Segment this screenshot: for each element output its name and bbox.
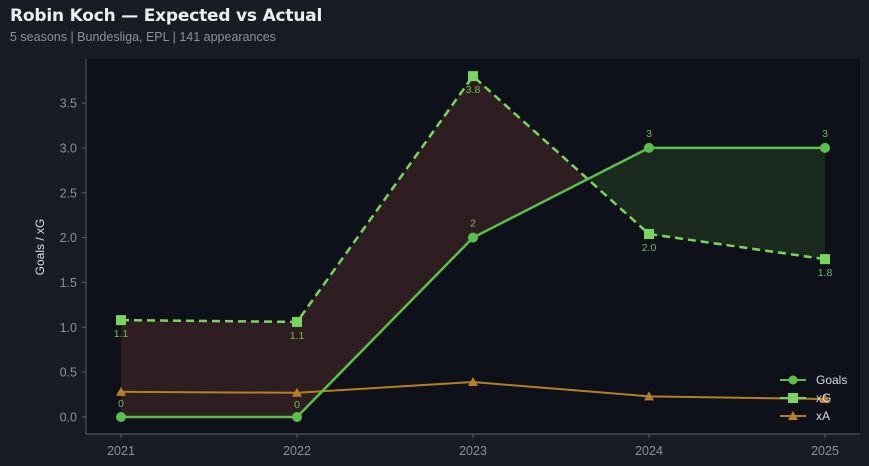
y-tick-label: 0.0: [60, 411, 77, 425]
y-tick-label: 1.0: [60, 321, 77, 335]
y-tick-label: 2.0: [60, 231, 77, 245]
goals-marker-circle: [292, 412, 302, 422]
chart-title: Robin Koch — Expected vs Actual: [10, 6, 323, 26]
goals-data-label: 0: [118, 398, 124, 410]
xa-marker-triangle: [468, 377, 478, 387]
goals-data-label: 3: [822, 128, 828, 140]
legend-label-xa: xA: [816, 409, 830, 423]
fill-segment: [473, 76, 588, 238]
xg-marker-square: [292, 316, 302, 327]
legend: Goals xG xA: [780, 373, 847, 423]
y-tick-label: 2.5: [60, 186, 77, 200]
y-tick-label: 3.0: [60, 141, 77, 155]
chart-subtitle: 5 seasons | Bundesliga, EPL | 141 appear…: [10, 30, 276, 44]
xg-data-label: 1.8: [818, 267, 833, 279]
xg-line: [120, 74, 826, 324]
xg-data-label: 3.8: [466, 84, 481, 96]
fill-segment: [121, 320, 297, 417]
goals-data-label: 2: [470, 218, 476, 230]
fill-segment: [587, 147, 649, 235]
xa-marker-triangle: [116, 386, 126, 396]
x-tick-label: 2021: [107, 444, 135, 458]
x-tick-label: 2023: [459, 444, 487, 458]
xg-marker-square: [116, 315, 126, 326]
goals-marker-circle: [644, 142, 654, 153]
x-tick-label: 2022: [283, 444, 311, 458]
goals-marker-circle: [116, 412, 126, 422]
legend-triangle-icon: [788, 411, 798, 420]
y-tick-label: 3.5: [60, 97, 77, 111]
fill-segment: [297, 76, 473, 417]
xg-data-label: 1.1: [114, 328, 129, 340]
xg-marker-square: [468, 71, 478, 82]
data-labels: 0 0 2 3 3 1.1 1.1 3.8 2.0 1.8: [114, 84, 833, 411]
xa-marker-triangle: [644, 391, 654, 401]
x-tick-label: 2024: [635, 444, 663, 458]
x-tick-label: 2025: [811, 444, 839, 458]
goals-data-label: 3: [646, 128, 652, 140]
xg-marker-square: [820, 254, 830, 265]
fill-segment: [649, 147, 825, 260]
legend-label-xg: xG: [816, 391, 831, 405]
legend-label-goals: Goals: [816, 373, 847, 387]
y-tick-label: 0.5: [60, 366, 77, 380]
xa-marker-triangle: [820, 394, 830, 404]
goals-data-label: 0: [294, 399, 300, 411]
y-axis-title: Goals / xG: [33, 219, 47, 276]
xg-marker-square: [644, 229, 654, 240]
axes: 0.0 0.5 1.0 1.5 2.0 2.5 3.0 3.5 2021 2022 2023 2024…: [60, 59, 860, 458]
legend-square-icon: [788, 393, 798, 403]
xa-marker-triangle: [292, 387, 302, 397]
legend-circle-icon: [788, 375, 798, 385]
xg-data-label: 1.1: [290, 330, 305, 342]
goals-marker-circle: [468, 232, 478, 243]
series-lines: [116, 71, 830, 422]
xg-data-label: 2.0: [642, 242, 657, 254]
fill-between-area: [121, 76, 825, 417]
y-tick-label: 1.5: [60, 276, 77, 290]
goals-marker-circle: [820, 142, 830, 153]
